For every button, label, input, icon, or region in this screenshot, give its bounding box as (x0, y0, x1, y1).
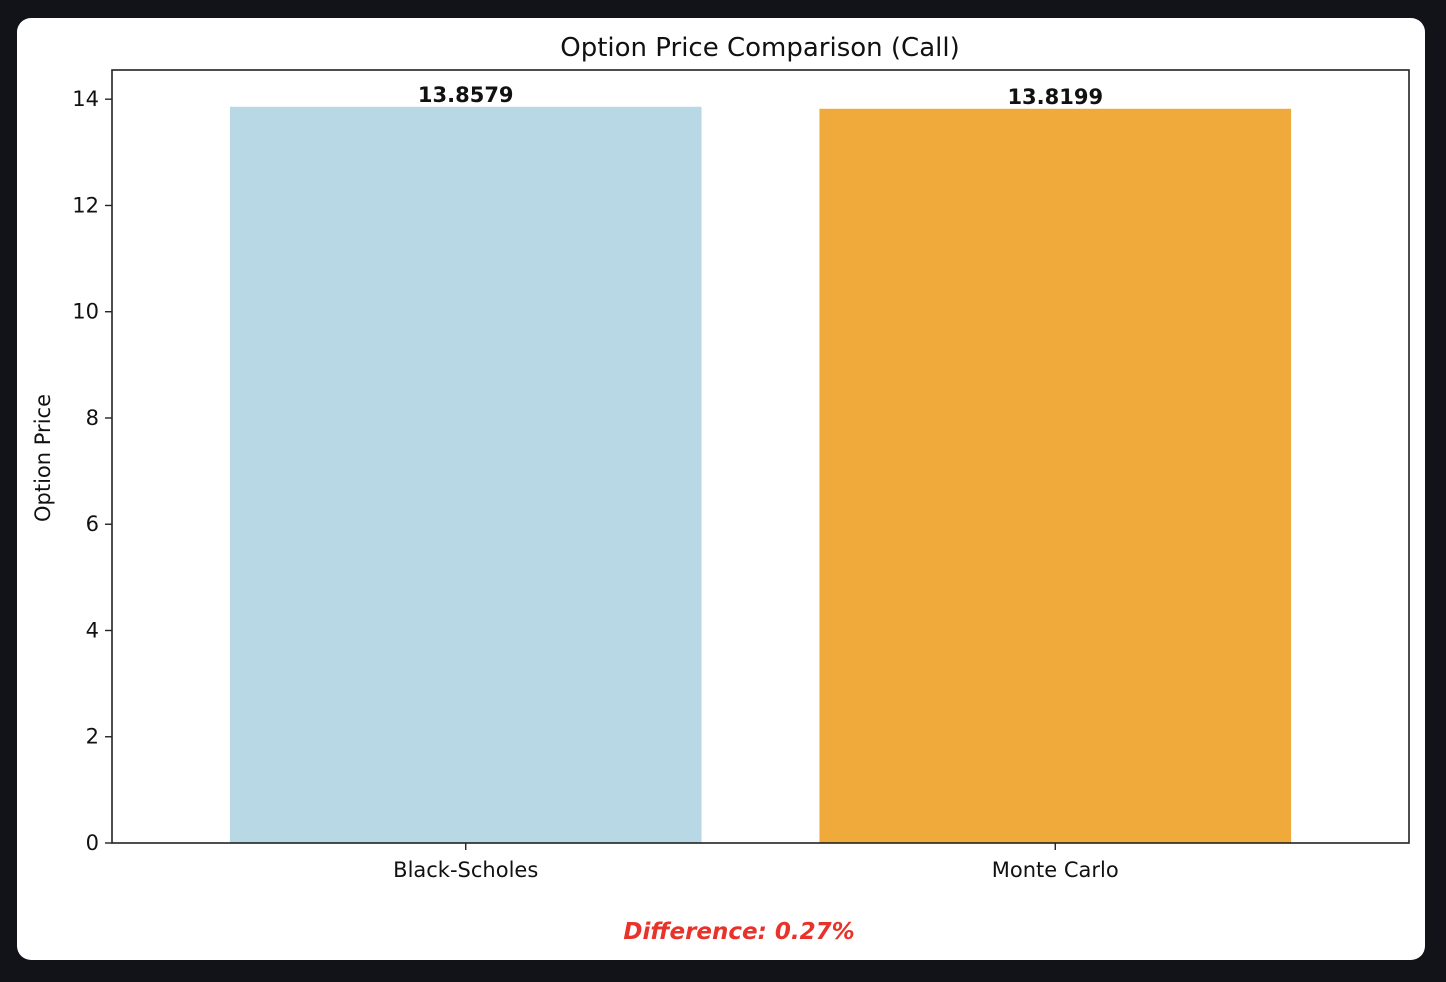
y-tick-label: 2 (86, 725, 99, 749)
x-tick-label: Black-Scholes (393, 858, 538, 882)
bar-value-label: 13.8579 (418, 83, 514, 107)
x-axis: Black-Scholes Monte Carlo (393, 843, 1119, 882)
y-tick-label: 12 (72, 193, 99, 217)
y-axis: 0 2 4 6 8 10 12 14 (72, 87, 112, 855)
plot-frame (111, 69, 1410, 844)
bar-chart: Option Price Comparison (Call) Option Pr… (31, 33, 1410, 945)
difference-annotation: Difference: 0.27% (623, 919, 854, 945)
y-axis-label: Option Price (31, 394, 55, 522)
chart-card: Option Price Comparison (Call) Option Pr… (17, 18, 1425, 960)
y-tick-label: 0 (86, 831, 99, 855)
y-tick-label: 14 (72, 87, 99, 111)
y-tick-label: 6 (86, 512, 99, 536)
y-tick-label: 8 (86, 406, 99, 430)
bars-group: 13.8579 13.8199 (229, 83, 1292, 844)
y-tick-label: 10 (72, 300, 99, 324)
x-tick-label: Monte Carlo (992, 858, 1119, 882)
bar-black-scholes (229, 106, 702, 844)
chart-title: Option Price Comparison (Call) (560, 33, 959, 63)
y-tick-label: 4 (86, 618, 99, 642)
bar-value-label: 13.8199 (1007, 85, 1103, 109)
bar-monte-carlo (819, 108, 1292, 843)
